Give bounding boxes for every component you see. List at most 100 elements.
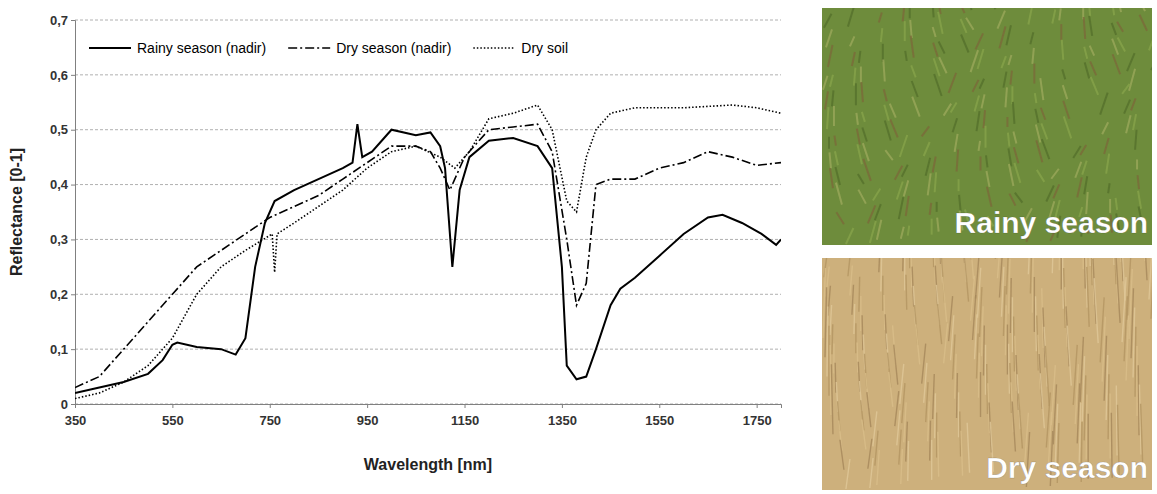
photo-stroke (933, 374, 935, 419)
photo-stroke (1008, 259, 1010, 314)
photo-stroke (1113, 258, 1115, 265)
photo-stroke (899, 197, 904, 219)
tick: 750 (259, 404, 281, 428)
photo-stroke (935, 172, 937, 192)
photo-stroke (912, 97, 920, 117)
tick-mark (71, 294, 75, 295)
photo-stroke (958, 392, 959, 437)
photo-stroke (1119, 258, 1121, 262)
photo-stroke (910, 20, 912, 38)
photo-stroke (900, 135, 908, 157)
tick-mark (465, 404, 466, 408)
tick-mark (270, 404, 271, 408)
photo-stroke (823, 76, 828, 90)
photo-stroke (850, 265, 852, 295)
photo-texture (822, 8, 1152, 244)
photo-stroke (1090, 46, 1095, 56)
photo-stroke (848, 258, 851, 276)
tick: 0,4 (50, 177, 75, 192)
photo-stroke (931, 440, 932, 480)
photo-stroke (897, 181, 903, 199)
photo-stroke (1063, 85, 1068, 99)
photo-stroke (1085, 395, 1087, 460)
photo-stroke (1005, 87, 1007, 107)
photo-stroke (928, 401, 930, 441)
photo-stroke (1109, 394, 1110, 459)
photo-stroke (1003, 72, 1006, 88)
photo-stroke (825, 287, 827, 357)
photo-stroke (960, 8, 965, 13)
photo-stroke (953, 118, 958, 132)
tick: 0,6 (50, 68, 75, 83)
photo-stroke (933, 157, 936, 173)
photo-stroke (895, 166, 903, 180)
photo: Dry season (818, 191, 1154, 490)
photo-stroke (938, 304, 942, 344)
tick: 0,2 (50, 287, 75, 302)
photo-stroke (982, 94, 985, 108)
photo-stroke (855, 323, 856, 353)
tick: 1750 (743, 404, 772, 428)
tick-mark (71, 404, 75, 405)
photo-stroke (966, 18, 974, 30)
photo-stroke (863, 159, 871, 181)
photo-stroke (1032, 48, 1034, 64)
tick: 1550 (645, 404, 674, 428)
photo-stroke (961, 35, 969, 53)
photo-stroke (932, 8, 934, 17)
photo-stroke (1136, 159, 1138, 169)
tick-mark (172, 404, 173, 408)
photo-stroke (897, 410, 900, 445)
photo-stroke (904, 402, 906, 442)
photo-stroke (832, 90, 834, 106)
photo-stroke (967, 423, 969, 473)
photo-stroke (855, 83, 857, 105)
axis-line (76, 405, 782, 409)
photo-stroke (1046, 186, 1054, 202)
axis-line (71, 21, 76, 405)
photo-stroke (895, 391, 899, 426)
photo-stroke (1084, 47, 1087, 59)
tick-label: 550 (162, 413, 184, 428)
photo-stroke (889, 372, 893, 407)
legend-swatch (89, 47, 131, 49)
grid-line (75, 74, 781, 75)
photo-stroke (1082, 161, 1087, 175)
tick-label: 1350 (548, 413, 577, 428)
legend-item: Dry soil (473, 40, 568, 56)
photo-stroke (926, 158, 931, 176)
tick-mark (71, 130, 75, 131)
photo-stroke (1112, 23, 1117, 35)
photo-stroke (1015, 193, 1023, 203)
photo-stroke (870, 458, 873, 488)
x-axis-title: Wavelength [nm] (364, 456, 492, 473)
photo-stroke (988, 8, 996, 9)
tick-label: 350 (65, 413, 87, 428)
photo-stroke (916, 324, 920, 364)
photo-background (822, 258, 1152, 490)
photo-stroke (1012, 297, 1013, 352)
tick-label: 750 (259, 413, 281, 428)
photo-background (822, 8, 1152, 245)
photo-stroke (934, 74, 942, 96)
photo-stroke (1124, 100, 1130, 114)
photo-stroke (901, 227, 904, 239)
photo-stroke (966, 8, 972, 10)
photo-stroke (911, 36, 914, 58)
photo-stroke (984, 110, 986, 128)
photo-stroke (1032, 258, 1034, 313)
photo-stroke (982, 306, 984, 356)
legend-item: Dry season (nadir) (288, 40, 451, 56)
photo-stroke (828, 137, 830, 149)
legend-background (85, 37, 572, 59)
photo-stroke (1013, 102, 1015, 124)
photo-stroke (894, 345, 898, 385)
photo-stroke (979, 141, 981, 151)
photo-stroke (908, 226, 910, 236)
photo-stroke (928, 173, 931, 195)
photo-stroke (1142, 258, 1145, 261)
photo-stroke (1052, 10, 1055, 24)
photo-stroke (1091, 77, 1099, 95)
photo-stroke (831, 364, 833, 434)
photo-stroke (857, 129, 860, 145)
